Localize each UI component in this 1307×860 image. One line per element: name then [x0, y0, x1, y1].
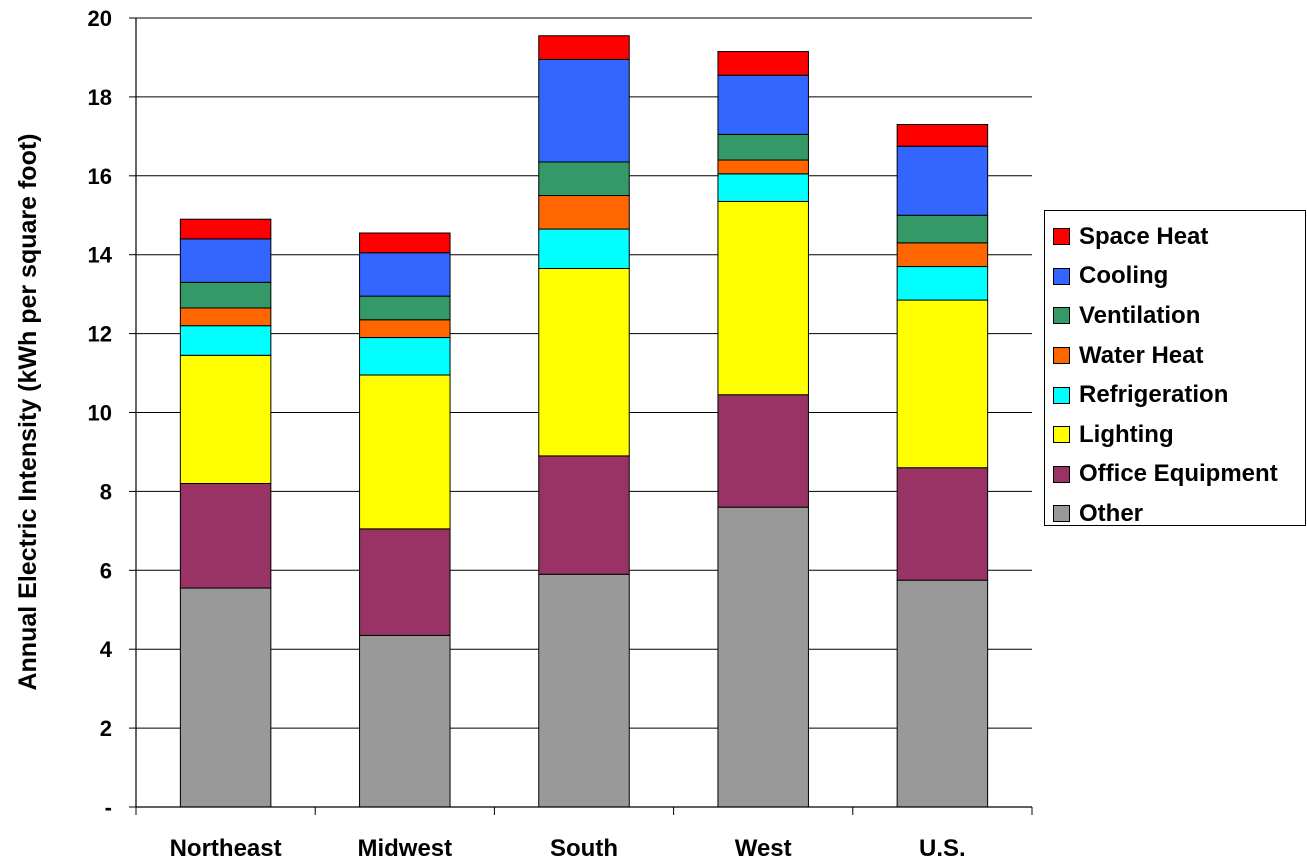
y-tick-label: 18: [88, 85, 112, 110]
bar-segment-cooling: [896, 145, 989, 216]
bar-segment-lighting: [538, 268, 630, 457]
bar-segment-other: [896, 579, 989, 808]
legend-swatch: [1053, 307, 1070, 325]
legend-swatch: [1053, 386, 1070, 404]
legend-item: Lighting: [1045, 415, 1305, 455]
bar-segment-space-heat: [179, 218, 272, 240]
y-tick-label: 20: [88, 6, 112, 31]
bar-segment-other: [179, 587, 272, 808]
bar-segment-cooling: [179, 238, 272, 283]
category-label: Northeast: [170, 835, 282, 860]
bar-segment-other: [717, 506, 809, 808]
legend-swatch: [1053, 267, 1070, 285]
bar-segment-lighting: [359, 374, 451, 530]
y-tick-label: 16: [88, 164, 112, 189]
y-tick-label: -: [105, 795, 112, 820]
legend-swatch: [1053, 426, 1070, 444]
y-tick-label: 6: [100, 558, 112, 583]
category-label: South: [550, 835, 618, 860]
legend-swatch: [1053, 347, 1070, 365]
legend-label: Space Heat: [1079, 222, 1209, 250]
legend-swatch: [1053, 465, 1070, 483]
y-tick-label: 4: [100, 637, 113, 662]
legend-label: Lighting: [1079, 420, 1174, 448]
bar-segment-office-equipment: [359, 528, 451, 636]
legend-item: Water Heat: [1045, 336, 1305, 376]
category-label: U.S.: [919, 835, 966, 860]
legend-swatch: [1053, 228, 1070, 246]
bar-segment-refrigeration: [717, 173, 809, 202]
bar-segment-other: [538, 573, 630, 808]
bar-segment-cooling: [538, 58, 630, 163]
legend-item: Office Equipment: [1045, 455, 1305, 495]
bar-segment-cooling: [359, 252, 451, 297]
y-tick-label: 10: [88, 401, 112, 426]
bar-segment-ventilation: [896, 214, 989, 244]
bar-segment-water-heat: [538, 195, 630, 230]
bar-segment-lighting: [179, 354, 272, 485]
bar-segment-space-heat: [359, 232, 451, 254]
axes: [129, 17, 1033, 815]
legend-label: Ventilation: [1079, 301, 1201, 329]
bars: [179, 35, 989, 808]
y-tick-label: 8: [100, 479, 112, 504]
legend-item: Ventilation: [1045, 296, 1305, 336]
legend-label: Water Heat: [1079, 341, 1204, 369]
bar-segment-refrigeration: [179, 325, 272, 356]
y-tick-label: 14: [88, 243, 113, 268]
bar-segment-water-heat: [359, 319, 451, 339]
bar-segment-office-equipment: [896, 467, 989, 581]
bar-segment-cooling: [717, 74, 809, 135]
bar-segment-office-equipment: [538, 455, 630, 575]
legend-label: Other: [1079, 499, 1144, 527]
bar-segment-ventilation: [717, 133, 809, 161]
y-tick-label: 12: [88, 322, 112, 347]
bar-segment-water-heat: [717, 159, 809, 175]
bar-segment-other: [359, 634, 451, 808]
y-tick-label: 2: [100, 716, 112, 741]
legend-label: Cooling: [1079, 262, 1169, 290]
legend-label: Refrigeration: [1079, 381, 1229, 409]
legend-item: Space Heat: [1045, 217, 1305, 257]
bar-segment-lighting: [896, 299, 989, 469]
legend: Space Heat Cooling Ventilation Water Heat Re…: [1044, 210, 1306, 527]
bar-segment-space-heat: [538, 35, 630, 60]
bar-segment-office-equipment: [179, 483, 272, 589]
legend-swatch: [1053, 505, 1070, 523]
legend-item: Cooling: [1045, 257, 1305, 297]
legend-label: Office Equipment: [1079, 460, 1278, 488]
category-label: Midwest: [357, 835, 452, 860]
bar-segment-ventilation: [359, 295, 451, 321]
y-tick-labels: - 2 4 6 8 10 12 14 16 18 20: [88, 6, 113, 820]
bar-segment-refrigeration: [896, 266, 989, 301]
bar-segment-refrigeration: [538, 228, 630, 270]
bar-segment-ventilation: [179, 281, 272, 309]
bar-segment-space-heat: [896, 124, 989, 147]
bar-segment-office-equipment: [717, 394, 809, 508]
legend-item: Other: [1045, 494, 1305, 534]
bar-segment-lighting: [717, 200, 809, 396]
bar-segment-space-heat: [717, 51, 809, 76]
bar-segment-water-heat: [179, 307, 272, 327]
bar-segment-refrigeration: [359, 337, 451, 376]
bar-segment-water-heat: [896, 242, 989, 268]
legend-item: Refrigeration: [1045, 375, 1305, 415]
category-labels: Northeast Midwest South West U.S.: [170, 835, 966, 860]
category-label: West: [735, 835, 792, 860]
bar-segment-ventilation: [538, 161, 630, 197]
y-axis-title: Annual Electric Intensity (kWh per squar…: [14, 133, 42, 690]
